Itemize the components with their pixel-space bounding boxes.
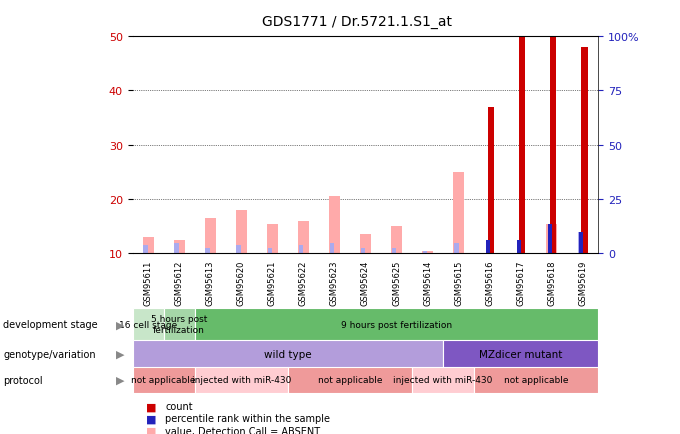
Text: count: count xyxy=(165,401,193,411)
Text: ▶: ▶ xyxy=(116,375,124,385)
Text: not applicable: not applicable xyxy=(318,375,382,384)
Bar xyxy=(329,197,340,254)
Text: 16 cell stage: 16 cell stage xyxy=(119,320,177,329)
Text: genotype/variation: genotype/variation xyxy=(3,349,96,358)
Bar xyxy=(520,31,526,254)
Bar xyxy=(205,219,216,254)
Text: wild type: wild type xyxy=(264,349,311,358)
Text: development stage: development stage xyxy=(3,319,98,329)
Text: protocol: protocol xyxy=(3,375,43,385)
Text: ■: ■ xyxy=(146,414,156,423)
Bar xyxy=(298,221,309,254)
Text: percentile rank within the sample: percentile rank within the sample xyxy=(165,414,330,423)
Bar xyxy=(236,210,247,254)
Bar xyxy=(547,224,557,254)
Bar xyxy=(474,367,598,393)
Text: ■: ■ xyxy=(146,401,156,411)
Bar xyxy=(578,232,583,254)
Bar xyxy=(143,237,154,254)
Text: value, Detection Call = ABSENT: value, Detection Call = ABSENT xyxy=(165,426,320,434)
Bar xyxy=(194,308,598,341)
Bar xyxy=(267,224,277,254)
Bar xyxy=(174,243,179,254)
Bar xyxy=(412,367,474,393)
Text: 9 hours post fertilization: 9 hours post fertilization xyxy=(341,320,452,329)
Bar xyxy=(488,107,494,254)
Bar xyxy=(360,235,371,254)
Bar xyxy=(391,227,402,254)
Bar xyxy=(454,243,458,254)
Text: ■: ■ xyxy=(146,426,156,434)
Bar xyxy=(581,48,588,254)
Text: injected with miR-430: injected with miR-430 xyxy=(192,375,291,384)
Bar xyxy=(330,243,335,254)
Bar xyxy=(550,15,556,254)
Bar xyxy=(486,240,490,254)
Bar xyxy=(143,246,148,254)
Bar xyxy=(299,246,303,254)
Text: not applicable: not applicable xyxy=(504,375,568,384)
Text: GDS1771 / Dr.5721.1.S1_at: GDS1771 / Dr.5721.1.S1_at xyxy=(262,15,452,29)
Bar xyxy=(267,248,272,254)
Bar xyxy=(392,248,396,254)
Bar xyxy=(288,367,412,393)
Bar xyxy=(360,248,365,254)
Bar xyxy=(579,232,583,254)
Bar xyxy=(237,246,241,254)
Bar xyxy=(194,367,288,393)
Text: ▶: ▶ xyxy=(116,319,124,329)
Bar xyxy=(454,172,464,254)
Bar xyxy=(133,341,443,367)
Text: MZdicer mutant: MZdicer mutant xyxy=(479,349,562,358)
Text: injected with miR-430: injected with miR-430 xyxy=(394,375,493,384)
Bar xyxy=(174,240,184,254)
Text: not applicable: not applicable xyxy=(131,375,196,384)
Bar xyxy=(443,341,598,367)
Bar xyxy=(133,367,194,393)
Bar xyxy=(422,251,433,254)
Bar xyxy=(517,240,521,254)
Bar xyxy=(548,224,552,254)
Bar xyxy=(133,308,164,341)
Bar xyxy=(205,248,210,254)
Bar xyxy=(164,308,194,341)
Text: 5 hours post
fertilization: 5 hours post fertilization xyxy=(151,315,207,334)
Text: ▶: ▶ xyxy=(116,349,124,358)
Bar xyxy=(423,251,428,254)
